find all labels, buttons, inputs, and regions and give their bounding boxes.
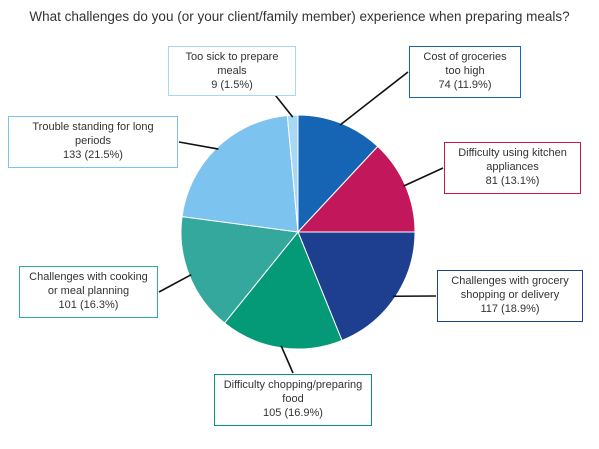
slice-callout: Challenges with grocery shopping or deli… [437, 270, 583, 322]
slice-label: Too sick to prepare meals [185, 51, 279, 77]
leader-line [280, 345, 294, 374]
pie-slice [223, 231, 343, 350]
slice-value: 74 (11.9%) [438, 79, 492, 91]
slice-value: 9 (1.5%) [211, 79, 253, 91]
slice-callout: Trouble standing for long periods 133 (21… [8, 116, 178, 168]
pie-slice [181, 114, 299, 233]
slice-callout: Difficulty using kitchen appliances 81 (1… [444, 142, 581, 194]
pie-slice [297, 231, 416, 342]
slice-label: Trouble standing for long periods [32, 121, 154, 147]
chart-title: What challenges do you (or your client/f… [29, 9, 570, 24]
slice-callout: Difficulty chopping/preparing food 105 (1… [214, 374, 372, 426]
slice-label: Challenges with grocery shopping or deli… [451, 275, 569, 301]
slice-callout: Cost of groceries too high 74 (11.9%) [409, 46, 521, 98]
slice-label: Difficulty using kitchen appliances [458, 147, 567, 173]
slice-value: 117 (18.9%) [480, 303, 540, 315]
pie-slice [297, 114, 379, 234]
leader-line [339, 71, 409, 126]
slice-callout: Challenges with cooking or meal planning… [19, 266, 158, 318]
slice-label: Cost of groceries too high [423, 51, 507, 77]
slice-value: 133 (21.5%) [63, 149, 123, 161]
slice-label: Challenges with cooking or meal planning [29, 271, 148, 297]
leader-line [178, 141, 219, 150]
leader-line [403, 167, 444, 187]
slice-value: 81 (13.1%) [485, 175, 540, 187]
leader-line [158, 273, 192, 293]
pie-slice [286, 114, 299, 233]
slice-value: 101 (16.3%) [58, 299, 119, 311]
slice-callout: Too sick to prepare meals 9 (1.5%) [168, 46, 296, 96]
slice-label: Difficulty chopping/preparing food [223, 379, 363, 405]
slice-value: 105 (16.9%) [263, 407, 323, 419]
